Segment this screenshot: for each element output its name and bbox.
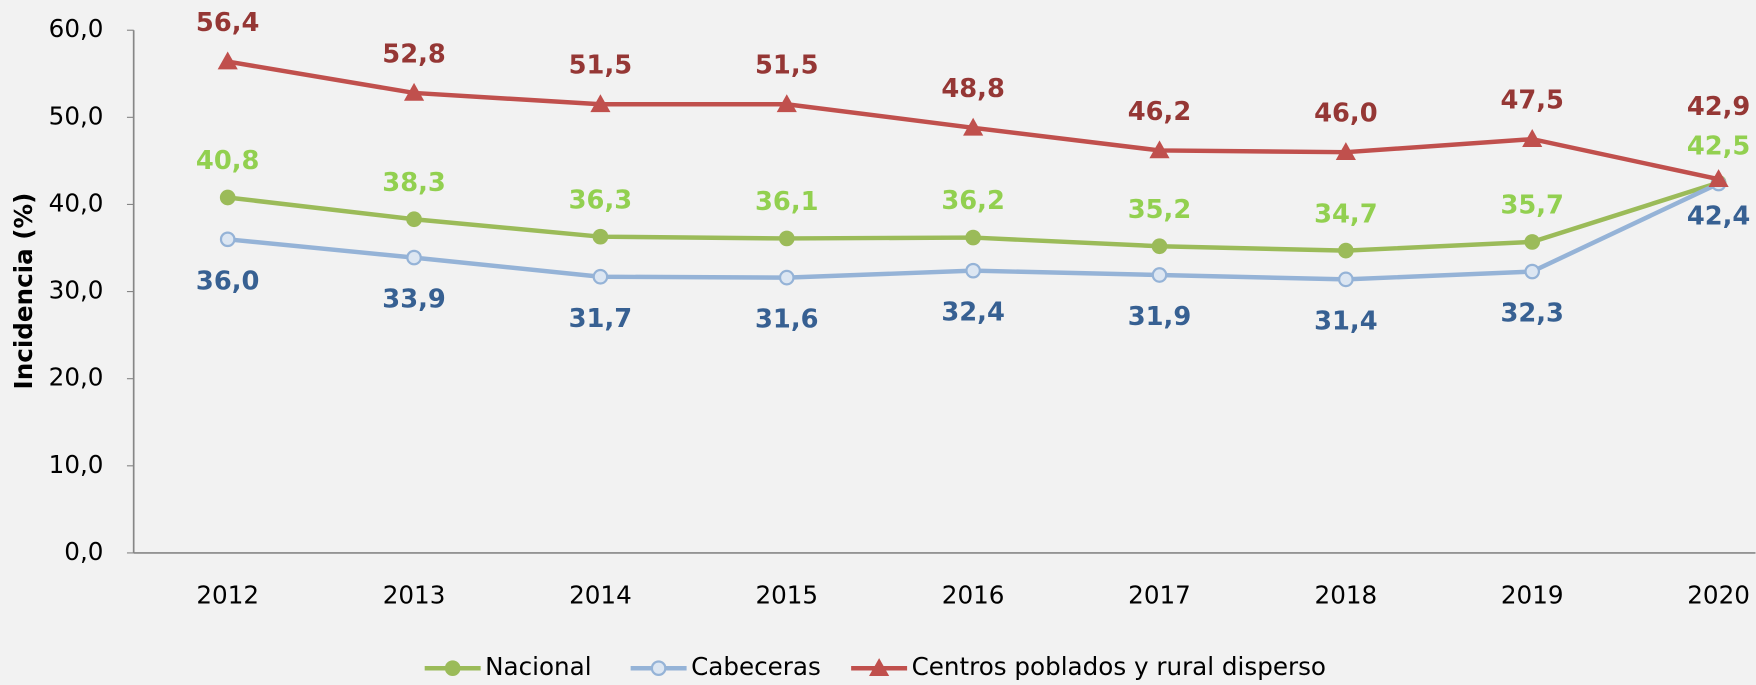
marker (1335, 142, 1356, 161)
marker (1524, 263, 1541, 280)
x-tick-label: 2013 (383, 581, 446, 610)
marker (219, 231, 236, 248)
value-label: 32,4 (941, 298, 1005, 328)
legend-marker (650, 660, 667, 677)
value-label: 36,3 (569, 185, 633, 215)
value-label: 31,9 (1128, 302, 1191, 332)
value-label: 46,2 (1128, 97, 1191, 127)
marker (963, 117, 984, 136)
marker (1151, 267, 1168, 283)
x-tick-label: 2017 (1128, 581, 1191, 610)
y-tick-label: 40,0 (49, 188, 104, 217)
marker (592, 268, 609, 285)
marker (1149, 140, 1170, 159)
value-label: 47,5 (1500, 86, 1564, 116)
series: 36,0 33,9 31,7 31,6 32,4 31,9 31,4 32,3 42,4 (196, 175, 1750, 336)
value-label: 51,5 (755, 51, 819, 81)
marker (217, 51, 238, 70)
value-label: 56,4 (196, 8, 260, 38)
value-label: 35,7 (1500, 191, 1564, 221)
y-tick-label: 10,0 (49, 450, 104, 479)
x-tick-label: 2012 (196, 581, 259, 610)
legend-label: Centros poblados y rural disperso (912, 652, 1326, 681)
series: 40,8 38,3 36,3 36,1 36,2 35,2 34,7 35,7 42,5 (196, 131, 1750, 259)
x-tick-label: 2018 (1315, 581, 1378, 610)
marker (403, 82, 425, 101)
value-label: 32,3 (1500, 299, 1564, 329)
marker (1708, 169, 1729, 188)
value-label: 52,8 (382, 39, 446, 69)
marker (965, 262, 981, 279)
marker (219, 189, 236, 206)
legend-label: Cabeceras (691, 652, 821, 681)
value-label: 31,6 (755, 305, 819, 335)
marker (1524, 234, 1541, 250)
marker (965, 229, 981, 246)
value-label: 35,2 (1128, 195, 1191, 225)
series: 56,4 52,8 51,5 51,5 48,8 46,2 46,0 47,5 42,9 (196, 8, 1750, 188)
value-label: 42,5 (1687, 131, 1750, 161)
y-tick-label: 20,0 (49, 363, 104, 392)
marker (1522, 129, 1543, 147)
value-label: 51,5 (569, 51, 633, 81)
value-label: 33,9 (382, 285, 446, 315)
x-tick-label: 2019 (1501, 581, 1564, 610)
value-label: 31,4 (1314, 306, 1377, 336)
legend-label: Nacional (485, 652, 591, 681)
x-tick-label: 2014 (569, 581, 632, 610)
marker (778, 269, 795, 286)
marker (592, 228, 609, 245)
x-tick-label: 2016 (942, 581, 1005, 610)
marker (1338, 242, 1354, 259)
value-label: 46,0 (1314, 99, 1377, 129)
value-label: 31,7 (569, 304, 633, 334)
marker (590, 94, 611, 113)
marker (776, 94, 797, 113)
x-tick-label: 2015 (755, 581, 818, 610)
marker (1338, 271, 1354, 288)
legend-marker (444, 660, 461, 677)
value-label: 48,8 (941, 74, 1005, 104)
y-tick-label: 50,0 (49, 101, 104, 130)
value-label: 42,9 (1687, 92, 1750, 122)
value-label: 34,7 (1314, 199, 1377, 229)
legend-marker (869, 658, 890, 677)
marker (1151, 238, 1168, 255)
y-axis-label: Incidencia (%) (9, 193, 38, 390)
value-label: 40,8 (196, 146, 260, 176)
marker (778, 230, 795, 247)
value-label: 38,3 (382, 168, 446, 198)
value-label: 36,0 (196, 266, 260, 296)
value-label: 36,1 (755, 187, 819, 217)
y-tick-label: 60,0 (49, 14, 104, 43)
y-tick-label: 30,0 (49, 276, 104, 305)
value-label: 36,2 (941, 186, 1005, 216)
x-tick-label: 2020 (1687, 581, 1750, 610)
marker (406, 211, 422, 228)
value-label: 42,4 (1687, 202, 1750, 232)
y-tick-label: 0,0 (64, 537, 103, 566)
marker (406, 249, 422, 266)
